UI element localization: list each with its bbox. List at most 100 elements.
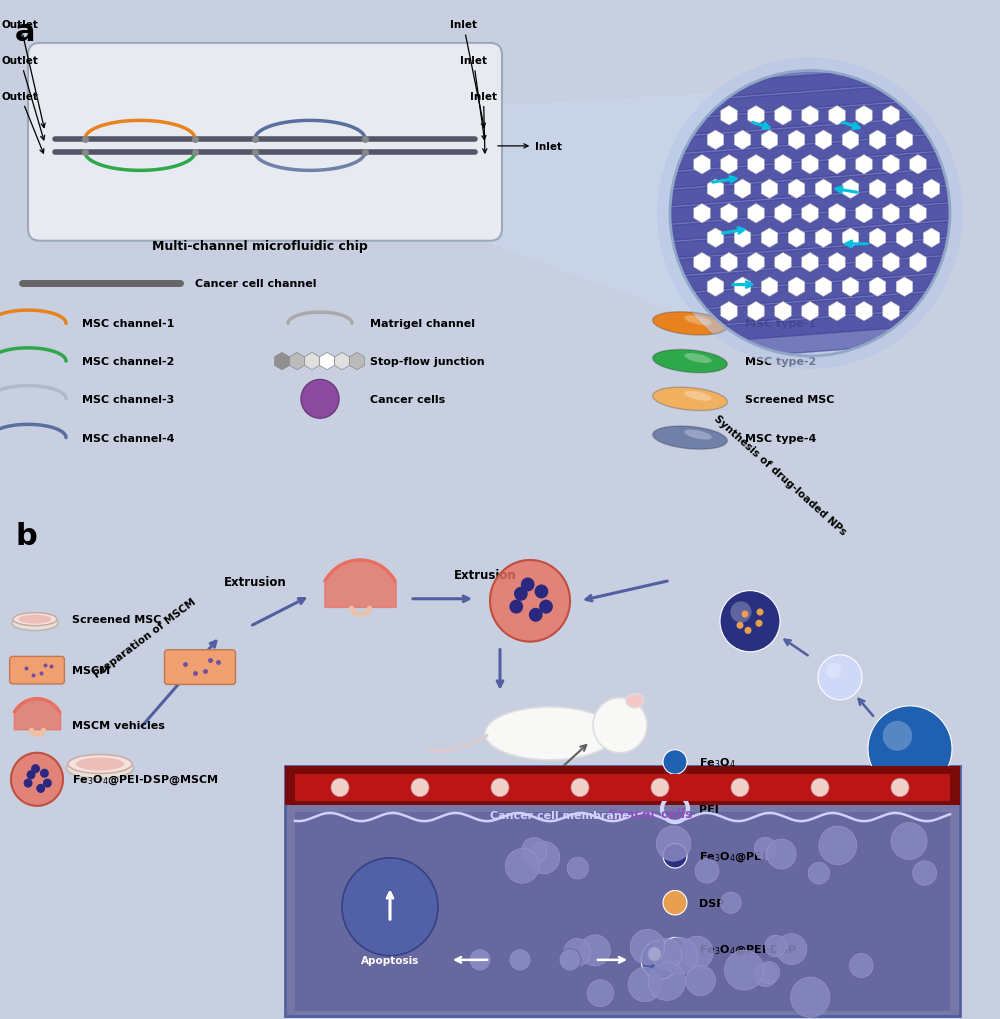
Circle shape bbox=[891, 779, 909, 797]
Text: Inlet: Inlet bbox=[498, 142, 562, 152]
Circle shape bbox=[648, 948, 661, 961]
Text: Outlet: Outlet bbox=[2, 56, 45, 141]
Circle shape bbox=[757, 608, 764, 615]
Circle shape bbox=[31, 764, 40, 773]
Circle shape bbox=[571, 779, 589, 797]
Text: Outlet: Outlet bbox=[2, 92, 44, 154]
Circle shape bbox=[509, 949, 531, 971]
Text: MSC channel-3: MSC channel-3 bbox=[82, 394, 174, 405]
FancyBboxPatch shape bbox=[285, 766, 960, 805]
Circle shape bbox=[535, 585, 548, 599]
Circle shape bbox=[36, 784, 45, 793]
Circle shape bbox=[808, 862, 830, 884]
Ellipse shape bbox=[485, 707, 615, 760]
Text: Fe$_3$O$_4$@PEI-DSP@MSCM: Fe$_3$O$_4$@PEI-DSP@MSCM bbox=[72, 772, 219, 787]
Text: Extrusion: Extrusion bbox=[224, 576, 286, 589]
Text: Multi-channel microfluidic chip: Multi-channel microfluidic chip bbox=[152, 239, 368, 253]
Circle shape bbox=[505, 849, 539, 883]
Text: Cancer cells: Cancer cells bbox=[608, 807, 692, 820]
Circle shape bbox=[686, 965, 715, 996]
Circle shape bbox=[695, 859, 719, 883]
Text: MSC type-1: MSC type-1 bbox=[745, 319, 816, 329]
FancyBboxPatch shape bbox=[285, 766, 960, 1016]
Circle shape bbox=[528, 842, 560, 874]
Circle shape bbox=[754, 838, 776, 860]
Text: Fe$_3$O$_4$@PEI: Fe$_3$O$_4$@PEI bbox=[699, 849, 766, 863]
FancyBboxPatch shape bbox=[10, 656, 64, 685]
Circle shape bbox=[765, 935, 786, 957]
Text: Screened MSC: Screened MSC bbox=[745, 394, 834, 405]
Circle shape bbox=[736, 622, 744, 629]
Circle shape bbox=[661, 937, 698, 974]
Circle shape bbox=[724, 950, 764, 990]
Circle shape bbox=[891, 822, 927, 860]
Circle shape bbox=[641, 941, 679, 979]
Ellipse shape bbox=[18, 615, 52, 624]
Text: Cancer cells: Cancer cells bbox=[370, 394, 445, 405]
Circle shape bbox=[742, 610, 748, 618]
Text: MSCM: MSCM bbox=[72, 665, 110, 676]
Circle shape bbox=[776, 933, 807, 965]
Polygon shape bbox=[490, 560, 570, 642]
Circle shape bbox=[663, 750, 687, 774]
Text: Preparation of MSCM: Preparation of MSCM bbox=[92, 596, 198, 680]
Circle shape bbox=[791, 977, 830, 1017]
Ellipse shape bbox=[653, 351, 727, 373]
Circle shape bbox=[529, 608, 543, 623]
Circle shape bbox=[651, 779, 669, 797]
Text: Extrusion: Extrusion bbox=[454, 569, 516, 582]
Circle shape bbox=[883, 721, 912, 751]
Text: Synthesis of drug-loaded NPs: Synthesis of drug-loaded NPs bbox=[712, 414, 848, 537]
Circle shape bbox=[331, 779, 349, 797]
Circle shape bbox=[730, 601, 752, 623]
Circle shape bbox=[818, 655, 862, 700]
Circle shape bbox=[767, 840, 796, 869]
Circle shape bbox=[849, 954, 873, 977]
Circle shape bbox=[756, 620, 763, 627]
Circle shape bbox=[43, 779, 52, 788]
Circle shape bbox=[663, 891, 687, 915]
Ellipse shape bbox=[653, 388, 727, 411]
Polygon shape bbox=[11, 753, 63, 806]
Text: MSC channel-1: MSC channel-1 bbox=[82, 319, 174, 329]
Circle shape bbox=[514, 587, 528, 601]
Ellipse shape bbox=[684, 391, 712, 401]
Text: MSC channel-4: MSC channel-4 bbox=[82, 433, 175, 443]
Text: Inlet: Inlet bbox=[470, 92, 497, 154]
Circle shape bbox=[521, 578, 535, 592]
Text: Inlet: Inlet bbox=[450, 20, 485, 128]
Ellipse shape bbox=[626, 694, 644, 708]
Circle shape bbox=[663, 844, 687, 868]
Ellipse shape bbox=[76, 758, 124, 770]
Circle shape bbox=[24, 779, 33, 788]
Text: MSC channel-2: MSC channel-2 bbox=[82, 357, 174, 367]
Circle shape bbox=[580, 934, 610, 966]
Circle shape bbox=[731, 779, 749, 797]
FancyBboxPatch shape bbox=[28, 44, 502, 242]
Ellipse shape bbox=[12, 616, 58, 631]
Circle shape bbox=[628, 967, 662, 1002]
Ellipse shape bbox=[653, 427, 727, 449]
FancyBboxPatch shape bbox=[295, 812, 950, 1011]
Circle shape bbox=[559, 949, 581, 971]
Circle shape bbox=[469, 949, 491, 971]
Text: MSC type-2: MSC type-2 bbox=[745, 357, 816, 367]
Ellipse shape bbox=[68, 755, 132, 773]
Text: PEI: PEI bbox=[699, 804, 719, 814]
Text: DSP: DSP bbox=[699, 898, 724, 908]
Circle shape bbox=[411, 779, 429, 797]
Circle shape bbox=[342, 858, 438, 956]
Circle shape bbox=[663, 937, 687, 962]
Circle shape bbox=[658, 59, 962, 369]
Circle shape bbox=[681, 936, 713, 969]
Circle shape bbox=[522, 838, 547, 863]
Circle shape bbox=[301, 380, 339, 419]
Ellipse shape bbox=[13, 613, 57, 626]
Text: Apoptosis: Apoptosis bbox=[361, 955, 419, 965]
Circle shape bbox=[564, 938, 591, 966]
Circle shape bbox=[744, 627, 752, 634]
Text: b: b bbox=[15, 522, 37, 550]
Circle shape bbox=[720, 893, 741, 913]
Text: a: a bbox=[15, 18, 36, 47]
Circle shape bbox=[40, 769, 49, 779]
